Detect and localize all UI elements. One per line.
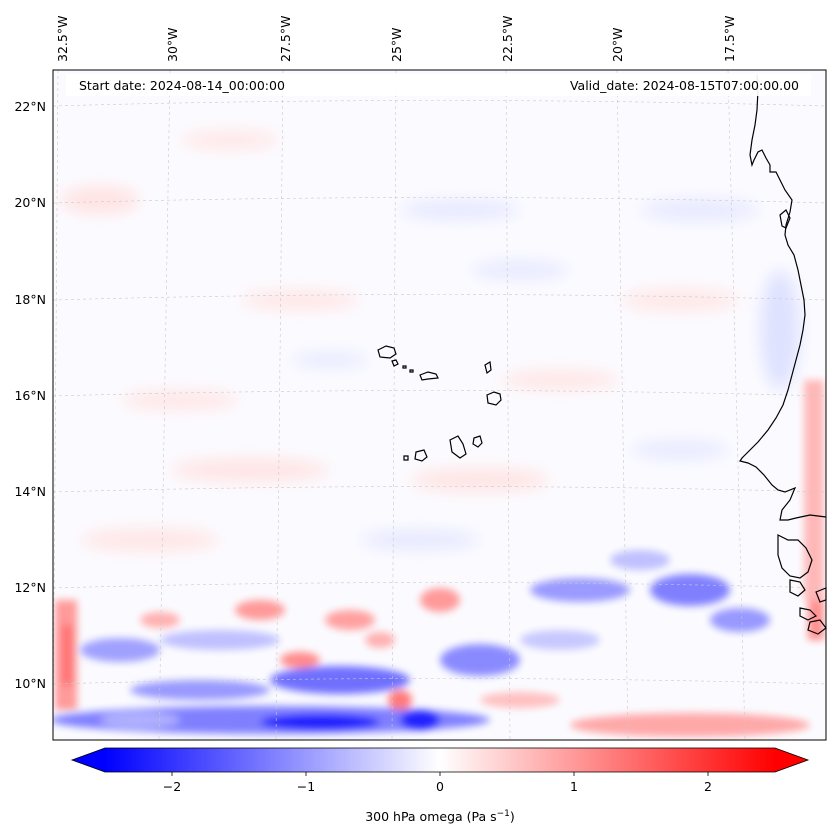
valid-date-text: Valid_date: 2024-08-15T07:00:00.00 [570, 78, 799, 93]
cape-verde-santiago [449, 435, 467, 459]
lon-label-30w: 30°W [165, 27, 180, 62]
colorbar-tick-2: 2 [704, 779, 712, 794]
cape-verde-maio [472, 435, 483, 448]
lat-label-16n: 16°N [14, 388, 46, 403]
lat-label-14n: 14°N [14, 484, 46, 499]
coastline [377, 74, 827, 635]
cape-verde-boa-vista [486, 391, 502, 406]
start-date-text: Start date: 2024-08-14_00:00:00 [79, 78, 285, 93]
longitude-labels: 32.5°W 30°W 27.5°W 25°W 22.5°W 20°W 17.5… [55, 16, 737, 62]
colorbar-tick-marks [171, 772, 709, 776]
lon-label-25w: 25°W [389, 27, 404, 62]
map-panel: Start date: 2024-08-14_00:00:00 Valid_da… [52, 69, 827, 741]
colorbar-label-exponent: −1 [497, 809, 510, 819]
colorbar-high-extend [775, 748, 808, 772]
colorbar-gradient [105, 748, 775, 772]
lat-label-12n: 12°N [14, 580, 46, 595]
lon-label-32-5w: 32.5°W [55, 16, 70, 62]
graticule [52, 69, 827, 741]
coastal-island [779, 209, 791, 229]
omega-field-faint [60, 130, 800, 552]
colorbar-outline [70, 747, 810, 773]
cape-verde-santo-antao [377, 345, 397, 359]
lat-label-18n: 18°N [14, 292, 46, 307]
cape-verde-sao-nicolau [419, 371, 439, 381]
cape-verde-brava [403, 455, 409, 461]
colorbar-tick-minus2: −2 [163, 779, 181, 794]
cape-verde-santa-luzia [402, 365, 407, 369]
colorbar-tick-minus1: −1 [297, 779, 315, 794]
bijagos-island-1 [799, 607, 818, 621]
colorbar-tick-1: 1 [570, 779, 578, 794]
lon-label-17-5w: 17.5°W [722, 16, 737, 62]
map-frame [52, 69, 827, 741]
lon-label-20w: 20°W [610, 27, 625, 62]
bijagos-island-2 [807, 619, 827, 635]
lon-label-27-5w: 27.5°W [278, 16, 293, 62]
lat-label-22n: 22°N [14, 99, 46, 114]
cape-verde-fogo [414, 449, 428, 462]
cape-verde-sao-vicente [391, 359, 399, 367]
colorbar-label-close: ) [510, 809, 515, 824]
colorbar-low-extend [72, 748, 105, 772]
lat-label-10n: 10°N [14, 676, 46, 691]
date-info-box [66, 74, 811, 96]
omega-south-band [53, 550, 810, 737]
colorbar-label-main: 300 hPa omega (Pa s [365, 809, 496, 824]
colorbar: −2 −1 0 1 2 300 hPa omega (Pa s−1) [70, 747, 810, 824]
omega-field [53, 130, 824, 737]
omega-edge-strips [55, 380, 824, 710]
latitude-labels: 22°N 20°N 18°N 16°N 14°N 12°N 10°N [14, 99, 46, 691]
coastal-inlet [777, 534, 813, 579]
lon-label-22-5w: 22.5°W [500, 16, 515, 62]
colorbar-tick-0: 0 [436, 779, 444, 794]
cape-verde-islet [409, 369, 414, 373]
africa-coastline [739, 74, 827, 521]
cape-verde-sal [484, 361, 492, 375]
coastal-island-2 [789, 579, 806, 597]
colorbar-label: 300 hPa omega (Pa s−1) [365, 809, 515, 824]
lat-label-20n: 20°N [14, 195, 46, 210]
